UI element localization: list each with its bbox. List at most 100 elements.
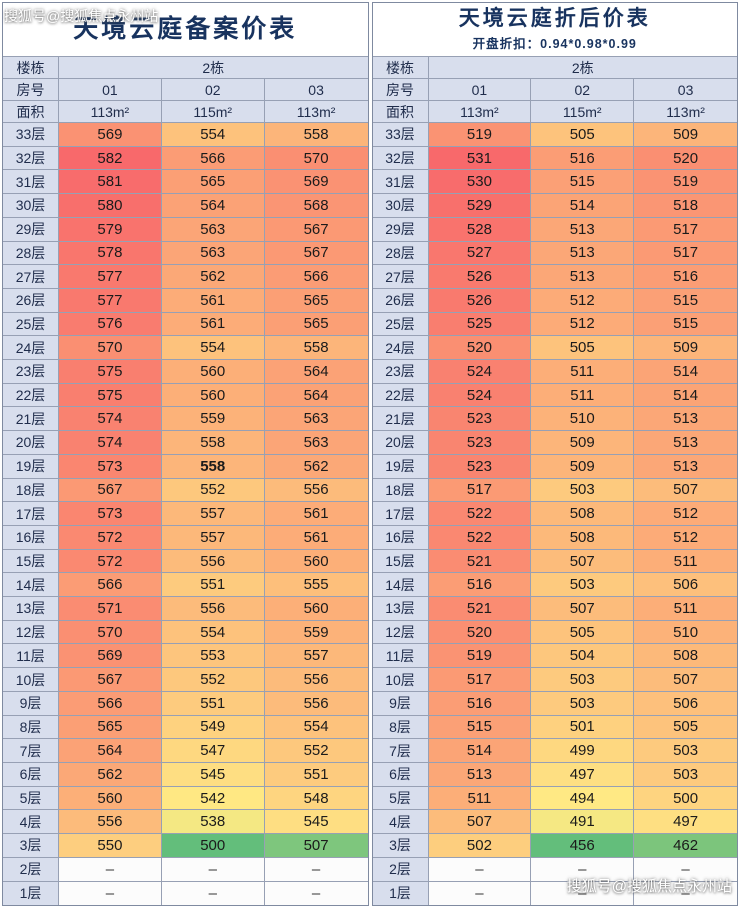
floor-label: 9层 <box>372 691 429 716</box>
floor-label: 25层 <box>372 312 429 337</box>
price-cell: 500 <box>161 834 265 858</box>
price-cell: 574 <box>59 407 162 432</box>
room-number: 01 <box>428 79 532 101</box>
price-cell: 578 <box>59 241 162 266</box>
price-cell: 504 <box>531 644 635 669</box>
price-cell: 507 <box>531 549 635 574</box>
price-cell: – <box>428 881 532 906</box>
price-cell: 556 <box>59 810 162 835</box>
table-row: 25层 525 512 515 <box>372 312 737 337</box>
price-cell: 510 <box>531 407 635 432</box>
building-value: 2栋 <box>428 57 737 79</box>
floor-label: 5层 <box>3 786 59 811</box>
floor-label: 28层 <box>372 241 429 266</box>
price-cell: 526 <box>428 288 532 313</box>
price-cell: 524 <box>428 383 532 408</box>
price-cell: 572 <box>59 525 162 550</box>
price-cell: 567 <box>59 668 162 692</box>
price-cell: 566 <box>59 691 162 716</box>
price-cell: 519 <box>428 644 532 669</box>
floor-label: 12层 <box>372 620 429 645</box>
registration-price-table: 天境云庭备案价表 楼栋 2栋 房号 01 02 03 面积 113m² 115m… <box>2 2 369 906</box>
price-cell: 516 <box>428 691 532 716</box>
area-row: 面积 113m² 115m² 113m² <box>372 101 737 123</box>
floor-label: 15层 <box>372 549 429 574</box>
price-cell: 507 <box>634 668 737 692</box>
floor-label: 7层 <box>372 739 429 763</box>
floor-label: 10层 <box>3 668 59 692</box>
price-cell: 545 <box>161 762 265 787</box>
table-row: 24层 520 505 509 <box>372 336 737 361</box>
table-row: 2层 – – – <box>3 857 368 882</box>
price-cell: 561 <box>264 525 368 550</box>
price-cell: 571 <box>59 597 162 621</box>
floor-label: 17层 <box>372 502 429 526</box>
price-cell: 570 <box>59 620 162 645</box>
floor-label: 16层 <box>372 525 429 550</box>
price-cell: 519 <box>634 170 737 195</box>
table-row: 25层 576 561 565 <box>3 312 368 337</box>
price-cell: 569 <box>59 644 162 669</box>
building-row: 楼栋 2栋 <box>372 57 737 79</box>
floor-label: 11层 <box>372 644 429 669</box>
table-row: 3层 502 456 462 <box>372 834 737 858</box>
price-cell: 503 <box>531 691 635 716</box>
table-row: 28层 527 513 517 <box>372 241 737 266</box>
price-cell: 508 <box>634 644 737 669</box>
area-value: 113m² <box>634 101 737 123</box>
table-row: 11层 519 504 508 <box>372 644 737 669</box>
price-cell: 506 <box>634 573 737 598</box>
price-cell: 570 <box>264 146 368 171</box>
price-cell: 507 <box>428 810 532 835</box>
price-cell: 512 <box>531 288 635 313</box>
floor-label: 19层 <box>3 454 59 479</box>
floor-label: 30层 <box>3 194 59 218</box>
price-cell: 564 <box>264 360 368 384</box>
floor-label: 14层 <box>372 573 429 598</box>
area-value: 115m² <box>161 101 265 123</box>
price-cell: 513 <box>531 265 635 289</box>
price-cell: 521 <box>428 549 532 574</box>
price-cell: 514 <box>634 360 737 384</box>
price-cell: 497 <box>531 762 635 787</box>
price-cell: 513 <box>634 407 737 432</box>
floor-label: 29层 <box>3 217 59 242</box>
price-cell: – <box>264 881 368 906</box>
price-cell: 503 <box>634 739 737 763</box>
table-row: 3层 550 500 507 <box>3 834 368 858</box>
table-row: 27层 577 562 566 <box>3 265 368 289</box>
floor-label: 16层 <box>3 525 59 550</box>
price-cell: 542 <box>161 786 265 811</box>
floor-label: 33层 <box>3 123 59 147</box>
price-cell: 556 <box>264 478 368 503</box>
floor-label: 24层 <box>3 336 59 361</box>
price-cell: 527 <box>428 241 532 266</box>
price-cell: 566 <box>59 573 162 598</box>
floor-label: 21层 <box>3 407 59 432</box>
table-title: 天境云庭备案价表 <box>73 14 298 43</box>
price-cell: 567 <box>264 241 368 266</box>
price-cell: 525 <box>428 312 532 337</box>
price-cell: – <box>531 881 635 906</box>
price-cell: 557 <box>264 644 368 669</box>
area-label: 面积 <box>372 101 429 123</box>
price-cell: 560 <box>161 383 265 408</box>
table-row: 8层 565 549 554 <box>3 715 368 740</box>
floor-label: 27层 <box>3 265 59 289</box>
price-cell: 580 <box>59 194 162 218</box>
room-row: 房号 01 02 03 <box>372 79 737 101</box>
price-cell: 558 <box>161 431 265 455</box>
price-cell: 557 <box>161 502 265 526</box>
room-number: 03 <box>634 79 737 101</box>
floor-label: 11层 <box>3 644 59 669</box>
price-cell: 553 <box>161 644 265 669</box>
price-cell: 509 <box>634 123 737 147</box>
table-row: 6层 562 545 551 <box>3 762 368 787</box>
room-row: 房号 01 02 03 <box>3 79 368 101</box>
price-cell: 581 <box>59 170 162 195</box>
price-cell: 462 <box>634 834 737 858</box>
table-row: 22层 524 511 514 <box>372 383 737 408</box>
price-cell: 529 <box>428 194 532 218</box>
price-cell: 513 <box>531 217 635 242</box>
table-row: 2层 – – – <box>372 857 737 882</box>
